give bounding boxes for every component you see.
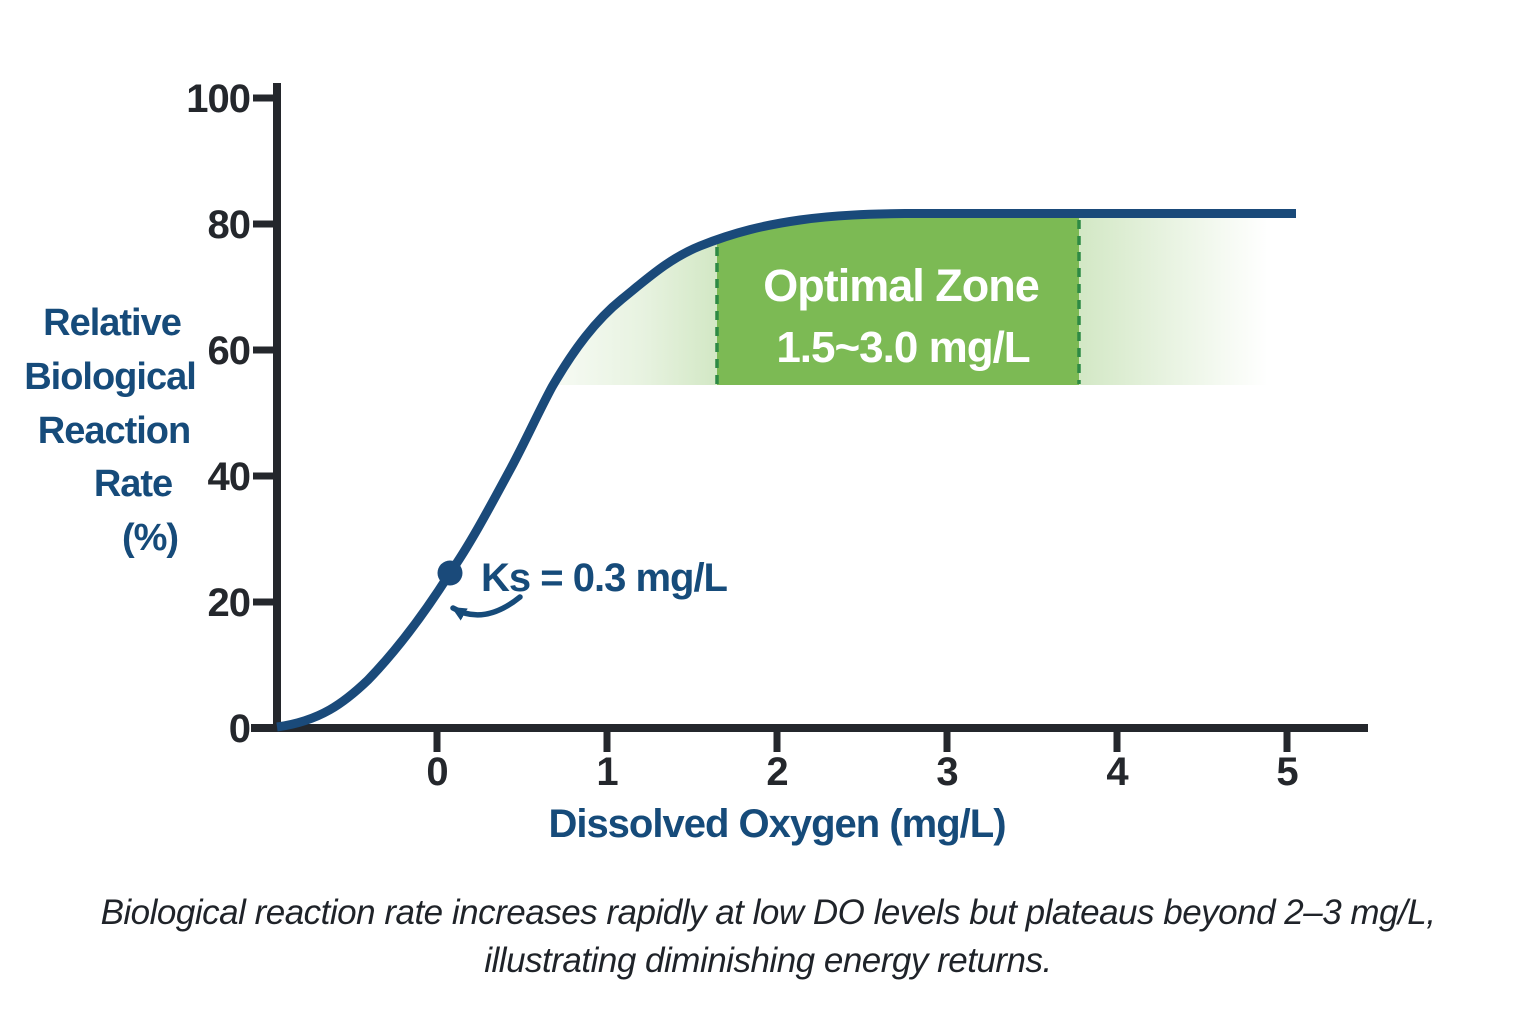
axes: 100 80 60 40 20 0 0 1 2 3 4 5 — [186, 77, 1368, 794]
x-tick-label-4: 4 — [1106, 750, 1129, 794]
optimal-zone-band: Optimal Zone 1.5~3.0 mg/L — [552, 213, 1268, 385]
x-tick-label-0: 0 — [426, 750, 447, 794]
y-axis-title-line-5: (%) — [122, 517, 178, 559]
x-tick-label-2: 2 — [766, 750, 787, 794]
axis-titles: Relative Biological Reaction Rate (%) Di… — [24, 302, 1006, 846]
y-tick-label-100: 100 — [186, 77, 250, 121]
optimal-zone-range-label: 1.5~3.0 mg/L — [776, 323, 1029, 372]
y-tick-label-0: 0 — [229, 707, 250, 751]
x-tick-label-5: 5 — [1276, 750, 1298, 794]
reaction-rate-curve — [276, 209, 1296, 732]
y-axis-title-line-4: Rate — [94, 463, 172, 505]
ks-annotation: Ks = 0.3 mg/L — [437, 556, 729, 621]
ks-label: Ks = 0.3 mg/L — [481, 556, 728, 600]
y-tick-label-80: 80 — [208, 203, 251, 247]
y-axis-title-line-1: Relative — [43, 302, 181, 344]
ks-point-marker — [437, 560, 463, 586]
figure-caption: Biological reaction rate increases rapid… — [101, 893, 1436, 980]
y-tick-label-20: 20 — [208, 581, 251, 625]
caption-line-2: illustrating diminishing energy returns. — [484, 941, 1052, 980]
optimal-zone-solid — [717, 213, 1079, 385]
y-tick-label-40: 40 — [208, 455, 251, 499]
x-tick-label-3: 3 — [936, 750, 957, 794]
y-axis-title-line-3: Reaction — [38, 410, 190, 452]
optimal-zone-title: Optimal Zone — [763, 260, 1039, 311]
optimal-zone-fade-left — [552, 241, 717, 385]
x-axis-title: Dissolved Oxygen (mg/L) — [548, 802, 1005, 846]
caption-line-1: Biological reaction rate increases rapid… — [101, 893, 1436, 932]
y-tick-label-60: 60 — [208, 329, 251, 373]
y-axis-title-line-2: Biological — [24, 356, 196, 398]
ks-arrow — [450, 594, 523, 621]
optimal-zone-fade-right — [1079, 213, 1268, 385]
x-tick-label-1: 1 — [596, 750, 618, 794]
